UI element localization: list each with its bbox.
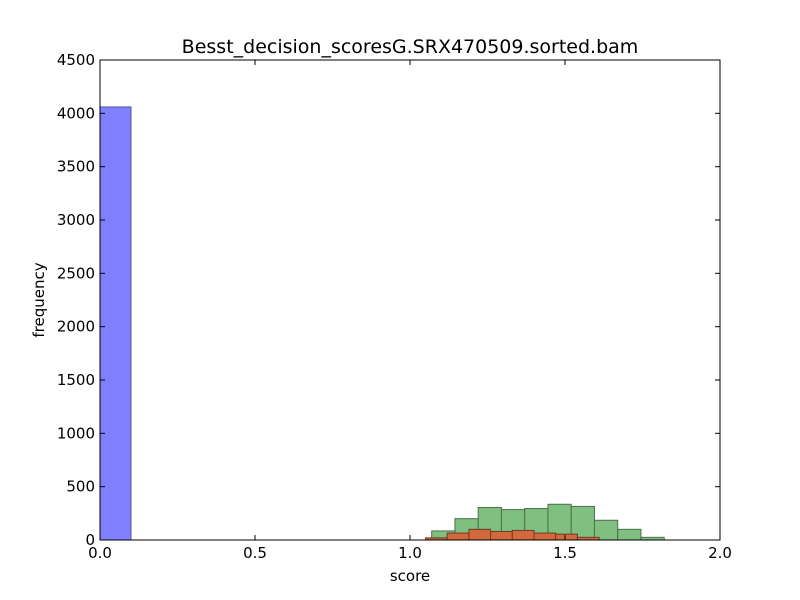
x-tick-label: 1.0 — [398, 544, 422, 562]
y-tick-label: 1000 — [57, 424, 95, 442]
histogram-bar-s1-b8 — [617, 528, 642, 541]
x-tick-label: 0.5 — [243, 544, 267, 562]
x-tick-label: 2.0 — [708, 544, 732, 562]
histogram-bar-s2-b2 — [468, 528, 492, 541]
chart-title: Besst_decision_scoresG.SRX470509.sorted.… — [182, 36, 639, 58]
histogram-bar-s2-b5 — [533, 532, 557, 541]
plot-frame — [99, 59, 721, 541]
histogram-bar-s2-b1 — [446, 532, 470, 541]
y-tick-label: 4000 — [57, 104, 95, 122]
ticks-layer: 0.0 0.5 1.0 1.5 2.0 0 500 1000 1500 2000 2500 3000 3… — [57, 51, 732, 562]
y-tick-label: 3000 — [57, 211, 95, 229]
x-axis-label: score — [390, 567, 430, 585]
y-tick-label: 500 — [66, 478, 95, 496]
y-axis-label: frequency — [30, 262, 48, 337]
y-tick-label: 1500 — [57, 371, 95, 389]
histogram-bar-s0-b0 — [99, 106, 132, 541]
y-tick-label: 4500 — [57, 51, 95, 69]
bars-layer — [99, 106, 665, 541]
y-tick-label: 2000 — [57, 318, 95, 336]
histogram-bar-s2-b6 — [555, 533, 578, 541]
y-tick-label: 2500 — [57, 264, 95, 282]
x-tick-label: 1.5 — [553, 544, 577, 562]
y-tick-label: 0 — [85, 531, 95, 549]
y-tick-label: 3500 — [57, 158, 95, 176]
histogram-bar-s2-b3 — [490, 530, 513, 541]
x-tick-label: 0.0 — [88, 544, 112, 562]
histogram-bar-s2-b4 — [511, 529, 535, 541]
